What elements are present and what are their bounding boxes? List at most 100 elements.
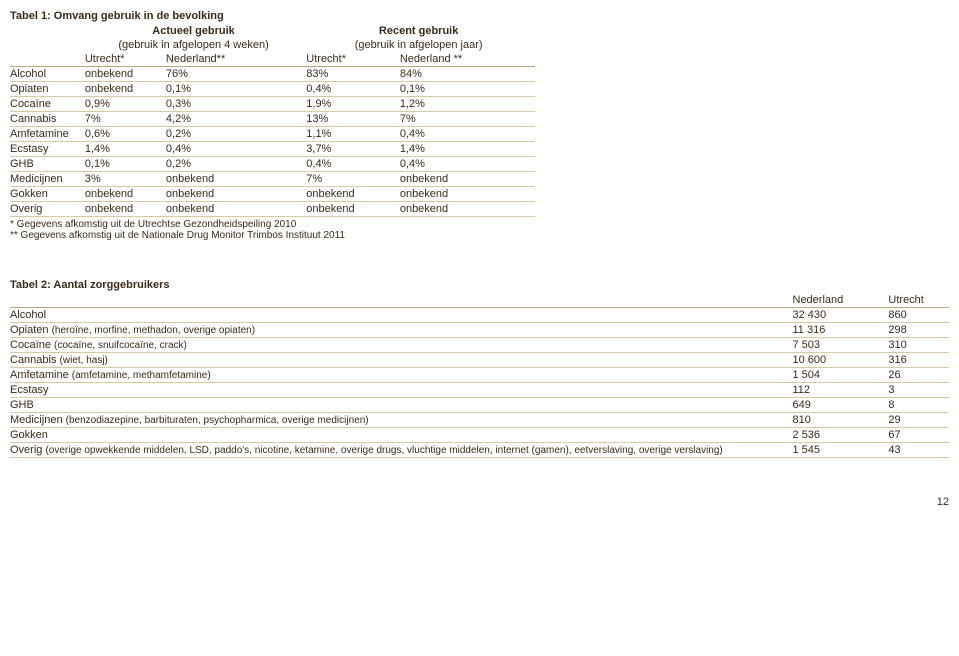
table-cell-label: Alcohol: [10, 308, 793, 323]
table-cell: onbekend: [85, 67, 166, 82]
table-row: Medicijnen3%onbekend7%onbekend: [10, 172, 535, 187]
table-cell: 29: [888, 413, 949, 428]
table-cell: 7%: [85, 112, 166, 127]
table-cell: 0,6%: [85, 127, 166, 142]
table-row: Overigonbekendonbekendonbekendonbekend: [10, 202, 535, 217]
table-cell: 1,9%: [306, 97, 400, 112]
row-label: Opiaten: [10, 324, 52, 336]
table-cell: 0,4%: [306, 157, 400, 172]
table-cell: 7%: [306, 172, 400, 187]
table-cell: 7 503: [793, 338, 889, 353]
table-cell: 0,2%: [166, 157, 306, 172]
table-cell: Gokken: [10, 187, 85, 202]
table-cell-label: Cocaïne (cocaïne, snuifcocaïne, crack): [10, 338, 793, 353]
table-cell: onbekend: [400, 172, 535, 187]
page-number: 12: [10, 496, 949, 508]
table-cell: 8: [888, 398, 949, 413]
row-note: (wiet, hasj): [60, 355, 108, 366]
table1-sub-blank: [10, 38, 85, 52]
table-cell: 11 316: [793, 323, 889, 338]
table2-hC: Utrecht: [888, 293, 949, 308]
table-cell: onbekend: [306, 187, 400, 202]
table-cell: 3%: [85, 172, 166, 187]
table-cell: onbekend: [166, 187, 306, 202]
table-cell: 2 536: [793, 428, 889, 443]
table-cell: onbekend: [306, 202, 400, 217]
table-cell: onbekend: [85, 187, 166, 202]
table1-header-row: Utrecht* Nederland** Utrecht* Nederland …: [10, 52, 535, 67]
table2-body: Alcohol32 430860Opiaten (heroïne, morfin…: [10, 308, 949, 458]
table-cell: 0,1%: [166, 82, 306, 97]
table-cell: 298: [888, 323, 949, 338]
table-cell: 10 600: [793, 353, 889, 368]
table-cell: 83%: [306, 67, 400, 82]
table-cell: 810: [793, 413, 889, 428]
table-cell: 0,4%: [166, 142, 306, 157]
table-cell: onbekend: [400, 187, 535, 202]
table-cell: 1,2%: [400, 97, 535, 112]
table-cell-label: Opiaten (heroïne, morfine, methadon, ove…: [10, 323, 793, 338]
table1-h2: Nederland**: [166, 52, 306, 67]
table1-grp-blank: [10, 24, 85, 38]
table1-sub-row: (gebruik in afgelopen 4 weken) (gebruik …: [10, 38, 535, 52]
table-cell: onbekend: [400, 202, 535, 217]
table-cell-label: Overig (overige opwekkende middelen, LSD…: [10, 443, 793, 458]
row-label: Cocaïne: [10, 339, 54, 351]
row-label: GHB: [10, 399, 34, 411]
table1-body: Alcoholonbekend76%83%84%Opiatenonbekend0…: [10, 67, 535, 217]
table-cell: onbekend: [166, 202, 306, 217]
table2-title: Tabel 2: Aantal zorggebruikers: [10, 279, 949, 291]
table1-footnotes: * Gegevens afkomstig uit de Utrechtse Ge…: [10, 219, 949, 241]
table-cell: Ecstasy: [10, 142, 85, 157]
table-row: Opiatenonbekend0,1%0,4%0,1%: [10, 82, 535, 97]
table2-header-row: Nederland Utrecht: [10, 293, 949, 308]
table-cell-label: Cannabis (wiet, hasj): [10, 353, 793, 368]
table-cell: 0,4%: [400, 157, 535, 172]
row-label: Cannabis: [10, 354, 60, 366]
table-cell: 0,4%: [400, 127, 535, 142]
table-cell: onbekend: [85, 202, 166, 217]
table-cell: 1 504: [793, 368, 889, 383]
table-cell: 1,4%: [85, 142, 166, 157]
table-row: Ecstasy1,4%0,4%3,7%1,4%: [10, 142, 535, 157]
row-label: Overig: [10, 444, 45, 456]
table2-hB: Nederland: [793, 293, 889, 308]
table-cell: 0,4%: [306, 82, 400, 97]
table1-footnote-2: ** Gegevens afkomstig uit de Nationale D…: [10, 230, 949, 241]
table-cell: 7%: [400, 112, 535, 127]
table-cell: 1,1%: [306, 127, 400, 142]
table-cell: 310: [888, 338, 949, 353]
table-cell: 1,4%: [400, 142, 535, 157]
table-row: Medicijnen (benzodiazepine, barbituraten…: [10, 413, 949, 428]
table-cell: 32 430: [793, 308, 889, 323]
table-row: Gokken 2 53667: [10, 428, 949, 443]
table-row: Opiaten (heroïne, morfine, methadon, ove…: [10, 323, 949, 338]
table-cell: Medicijnen: [10, 172, 85, 187]
table-row: Cannabis (wiet, hasj)10 600316: [10, 353, 949, 368]
row-label: Gokken: [10, 429, 48, 441]
table-cell: onbekend: [166, 172, 306, 187]
table-cell: 3,7%: [306, 142, 400, 157]
table-cell: Cocaïne: [10, 97, 85, 112]
row-note: (heroïne, morfine, methadon, overige opi…: [52, 325, 255, 336]
row-label: Medicijnen: [10, 414, 66, 426]
table-cell: 4,2%: [166, 112, 306, 127]
table-cell: 13%: [306, 112, 400, 127]
table-cell: Opiaten: [10, 82, 85, 97]
table-cell: 84%: [400, 67, 535, 82]
table-cell: 67: [888, 428, 949, 443]
table-row: Amfetamine0,6%0,2%1,1%0,4%: [10, 127, 535, 142]
table-row: Amfetamine (amfetamine, methamfetamine)1…: [10, 368, 949, 383]
row-note: (cocaïne, snuifcocaïne, crack): [54, 340, 187, 351]
table-row: Cannabis7%4,2%13%7%: [10, 112, 535, 127]
table-cell: 0,3%: [166, 97, 306, 112]
table-cell: Overig: [10, 202, 85, 217]
row-label: Ecstasy: [10, 384, 49, 396]
table-cell: 649: [793, 398, 889, 413]
table-cell: 1 545: [793, 443, 889, 458]
table-cell: 0,2%: [166, 127, 306, 142]
table1-h4: Nederland **: [400, 52, 535, 67]
table1-footnote-1: * Gegevens afkomstig uit de Utrechtse Ge…: [10, 219, 949, 230]
table-cell: Cannabis: [10, 112, 85, 127]
table-row: Alcohol32 430860: [10, 308, 949, 323]
